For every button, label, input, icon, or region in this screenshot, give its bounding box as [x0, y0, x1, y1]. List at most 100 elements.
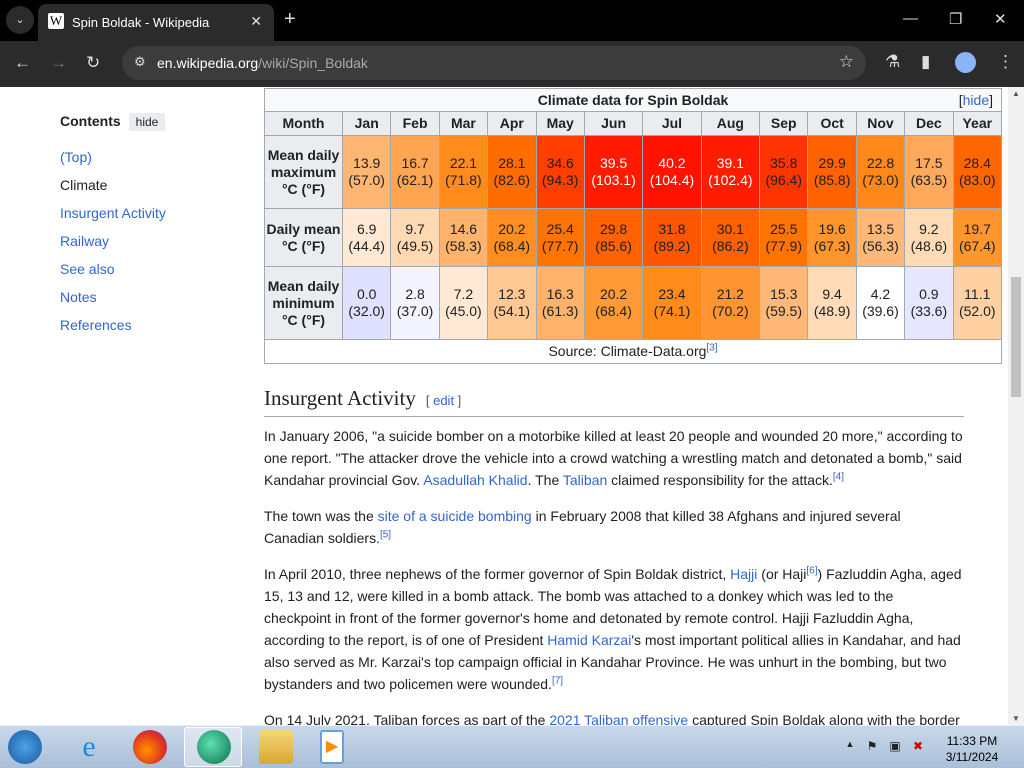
ref-3[interactable]: [3]: [706, 342, 718, 354]
back-icon[interactable]: ←: [14, 53, 31, 72]
side-panel-icon[interactable]: ▮: [921, 52, 931, 71]
menu-icon[interactable]: ⋮: [997, 52, 1014, 71]
toc-item-see-also[interactable]: See also: [60, 261, 115, 277]
close-tab-icon[interactable]: ✕: [250, 13, 262, 29]
climate-cell: 16.7 (62.1): [390, 135, 440, 209]
wikipedia-favicon: W: [48, 13, 64, 29]
link-2021-taliban-offensive[interactable]: 2021 Taliban offensive: [549, 712, 689, 725]
climate-cell: 6.9 (44.4): [341, 208, 392, 267]
link-asadullah-khalid[interactable]: Asadullah Khalid: [423, 472, 528, 488]
start-button[interactable]: [8, 730, 42, 764]
profile-avatar[interactable]: [955, 52, 976, 73]
climate-hide-link[interactable]: hide: [962, 92, 990, 108]
climate-cell: 22.8 (73.0): [855, 135, 906, 209]
row-header: Daily mean °C (°F): [264, 208, 343, 267]
toc-item-top[interactable]: (Top): [60, 149, 92, 165]
climate-cell: 12.3 (54.1): [487, 266, 537, 340]
scroll-down-icon[interactable]: ▼: [1012, 714, 1020, 723]
edge-icon: [197, 730, 231, 764]
link-hajji[interactable]: Hajji: [730, 566, 758, 582]
tab-search-button[interactable]: ⌄: [6, 6, 34, 34]
page-scrollbar[interactable]: ▲ ▼: [1008, 87, 1024, 725]
restore-button[interactable]: ❐: [949, 11, 963, 28]
column-header: Jan: [341, 111, 392, 136]
column-header: Sep: [759, 111, 809, 136]
browser-toolbar: ← → ↻ ⚙ en.wikipedia.org/wiki/Spin_Bolda…: [0, 41, 1024, 87]
system-clock[interactable]: 11:33 PM 3/11/2024: [945, 734, 999, 764]
new-tab-button[interactable]: +: [284, 8, 296, 30]
climate-cell: 22.1 (71.8): [438, 135, 489, 209]
column-header: May: [535, 111, 585, 136]
reload-icon[interactable]: ↻: [86, 53, 101, 72]
column-header: Feb: [390, 111, 440, 136]
action-center-flag-icon[interactable]: ⚑: [866, 739, 878, 753]
link-suicide-bombing[interactable]: site of a suicide bombing: [377, 508, 532, 524]
climate-cell: 25.5 (77.9): [759, 208, 809, 267]
show-hidden-icons[interactable]: ▲: [845, 739, 855, 749]
climate-cell: 13.5 (56.3): [855, 208, 906, 267]
ref-7[interactable]: [7]: [551, 675, 564, 687]
column-header: Aug: [700, 111, 761, 136]
edit-section-link[interactable]: edit: [433, 393, 455, 408]
climate-cell: 19.7 (67.4): [952, 208, 1003, 267]
climate-cell: 4.2 (39.6): [855, 266, 906, 340]
table-row: Mean daily maximum °C (°F) 13.9 (57.0) 16.7…: [264, 135, 1003, 209]
toc-item-railway[interactable]: Railway: [60, 233, 110, 249]
climate-cell: 15.3 (59.5): [759, 266, 809, 340]
browser-tab[interactable]: W Spin Boldak - Wikipedia ✕: [38, 4, 274, 41]
windows-taskbar: e ▶ ▲ ⚑ ▣ ✖ 11:33 PM 3/11/2024: [0, 725, 1024, 768]
ref-5[interactable]: [5]: [379, 529, 392, 541]
toc-hide-button[interactable]: hide: [128, 113, 166, 131]
toc-item-references[interactable]: References: [60, 317, 132, 333]
climate-cell: 29.8 (85.6): [583, 208, 644, 267]
climate-cell: 7.2 (45.0): [438, 266, 489, 340]
toc-item-insurgent-activity[interactable]: Insurgent Activity: [60, 205, 166, 221]
column-header: Year: [952, 111, 1003, 136]
climate-cell: 35.8 (96.4): [759, 135, 809, 209]
paragraph: On 14 July 2021, Taliban forces as part …: [264, 709, 964, 725]
scroll-up-icon[interactable]: ▲: [1012, 89, 1020, 98]
climate-table: Climate data for Spin Boldak [hide] Month…: [264, 88, 1003, 364]
table-row: Daily mean °C (°F) 6.9 (44.4) 9.7 (49.5) 14.6…: [264, 208, 1003, 267]
column-header: Dec: [904, 111, 954, 136]
url-text: en.wikipedia.org/wiki/Spin_Boldak: [157, 55, 368, 71]
climate-cell: 34.6 (94.3): [535, 135, 585, 209]
ref-4[interactable]: [4]: [832, 471, 845, 483]
file-explorer-icon[interactable]: [259, 730, 293, 764]
column-header: Jul: [642, 111, 702, 136]
network-icon[interactable]: ▣: [889, 739, 901, 753]
link-taliban[interactable]: Taliban: [562, 472, 608, 488]
ref-6[interactable]: [6]: [806, 565, 818, 577]
bookmark-star-icon[interactable]: ☆: [838, 52, 854, 71]
tab-title: Spin Boldak - Wikipedia: [72, 15, 210, 30]
scrollbar-thumb[interactable]: [1011, 277, 1021, 397]
minimize-button[interactable]: —: [903, 10, 918, 27]
toc-item-notes[interactable]: Notes: [60, 289, 97, 305]
toc-heading: Contents: [60, 113, 121, 129]
labs-flask-icon[interactable]: ⚗: [885, 52, 901, 71]
section-heading: Insurgent Activity[ edit ]: [264, 387, 964, 417]
climate-cell: 14.6 (58.3): [438, 208, 489, 267]
climate-cell: 31.8 (89.2): [642, 208, 702, 267]
paragraph: In January 2006, "a suicide bomber on a …: [264, 428, 963, 488]
article-content: Insurgent Activity[ edit ] In January 20…: [264, 387, 964, 725]
active-app-slot[interactable]: [184, 727, 242, 767]
climate-cell: 9.2 (48.6): [904, 208, 954, 267]
climate-cell: 28.4 (83.0): [952, 135, 1003, 209]
volume-muted-icon[interactable]: ✖: [912, 739, 924, 753]
column-header: Month: [264, 111, 343, 136]
toc-item-climate[interactable]: Climate: [60, 177, 108, 193]
address-bar[interactable]: ⚙ en.wikipedia.org/wiki/Spin_Boldak ☆: [122, 46, 866, 80]
forward-icon[interactable]: →: [50, 53, 67, 72]
wikipedia-page: Contents hide (Top) Climate Insurgent Act…: [0, 87, 1008, 725]
media-player-icon[interactable]: ▶: [320, 730, 344, 764]
firefox-icon[interactable]: [133, 730, 167, 764]
climate-cell: 0.9 (33.6): [904, 266, 954, 340]
internet-explorer-icon[interactable]: e: [82, 730, 96, 763]
site-info-icon[interactable]: ⚙: [134, 54, 146, 69]
column-header: Oct: [807, 111, 857, 136]
link-hamid-karzai[interactable]: Hamid Karzai: [547, 632, 632, 648]
climate-cell: 25.4 (77.7): [535, 208, 585, 267]
close-window-button[interactable]: ✕: [994, 11, 1007, 28]
row-header: Mean daily minimum °C (°F): [264, 266, 343, 340]
